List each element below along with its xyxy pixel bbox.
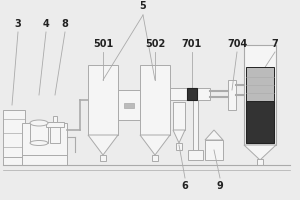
Polygon shape (140, 135, 170, 155)
Text: 502: 502 (145, 39, 165, 49)
Bar (187, 88, 197, 100)
Text: 9: 9 (217, 181, 224, 191)
Bar (173, 102, 185, 130)
Ellipse shape (30, 140, 48, 146)
Bar (246, 101, 274, 143)
Text: 6: 6 (182, 181, 188, 191)
Polygon shape (244, 145, 276, 160)
Text: 7: 7 (272, 39, 278, 49)
Bar (22, 155, 67, 165)
Bar (228, 80, 236, 110)
Bar (246, 67, 274, 101)
Bar (193, 100, 198, 152)
Polygon shape (205, 130, 223, 140)
Bar (30, 123, 48, 143)
Text: 701: 701 (182, 39, 202, 49)
Text: 501: 501 (93, 39, 113, 49)
Text: 4: 4 (43, 19, 50, 29)
Text: 8: 8 (61, 19, 68, 29)
Bar (244, 45, 276, 145)
Bar (88, 65, 118, 135)
Text: 704: 704 (227, 39, 247, 49)
Bar (50, 125, 60, 143)
Bar (118, 90, 140, 120)
Bar (152, 155, 158, 161)
Bar (176, 143, 182, 150)
Bar (124, 103, 134, 108)
Polygon shape (173, 130, 185, 143)
Bar (3, 110, 25, 165)
Bar (188, 150, 203, 160)
Text: 5: 5 (140, 1, 146, 11)
Bar (257, 159, 263, 165)
Bar (170, 88, 210, 100)
Bar (3, 157, 25, 165)
Text: 3: 3 (15, 19, 21, 29)
Bar (22, 123, 67, 165)
Bar (53, 116, 57, 122)
Bar (100, 155, 106, 161)
Bar (205, 140, 223, 160)
Polygon shape (88, 135, 118, 155)
Ellipse shape (30, 120, 48, 126)
Bar (140, 65, 170, 135)
Bar (46, 122, 64, 127)
